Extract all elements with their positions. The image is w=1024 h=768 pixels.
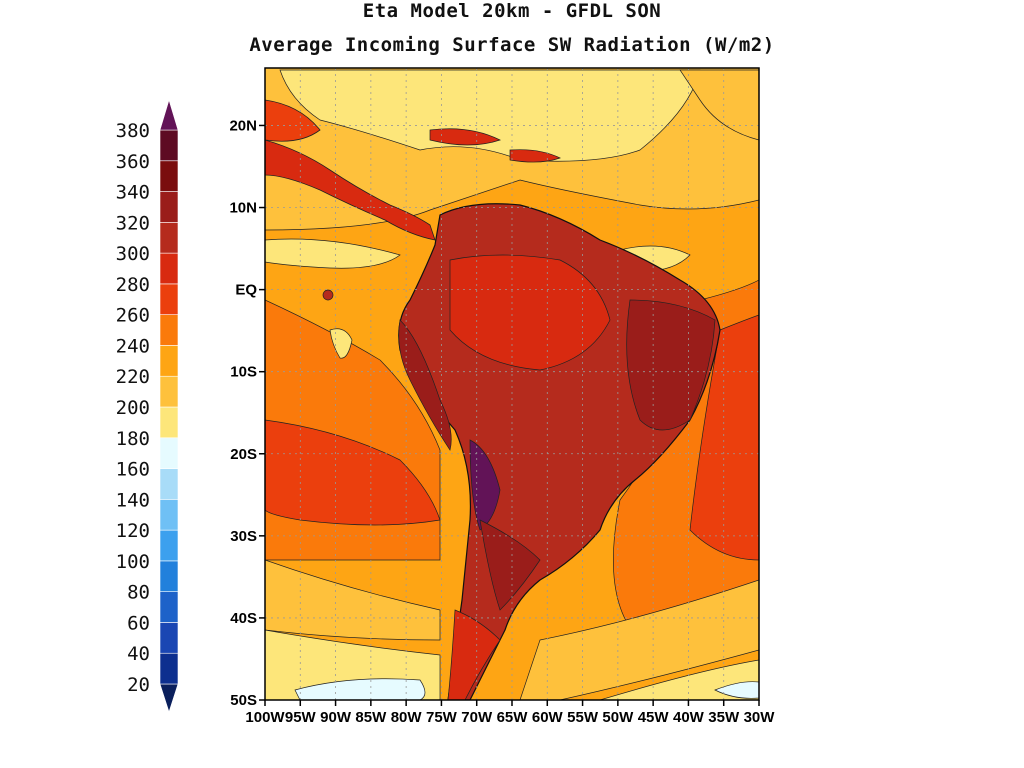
x-tick-label: 95W <box>285 709 317 726</box>
x-tick-label: 35W <box>708 709 740 726</box>
x-tick-label: 80W <box>391 709 423 726</box>
colorbar-segment <box>159 345 179 377</box>
x-tick-label: 30W <box>744 709 776 726</box>
colorbar-low-extension <box>159 683 179 713</box>
greater-antilles <box>429 128 501 146</box>
y-tick-label: EQ <box>235 282 257 299</box>
colorbar-label: 380 <box>116 120 150 142</box>
y-tick-label: 10S <box>230 364 257 381</box>
colorbar-segment <box>159 529 179 562</box>
x-tick-label: 100W <box>245 709 285 726</box>
colorbar-label: 260 <box>116 305 150 327</box>
colorbar-segment <box>159 652 179 685</box>
colorbar-segment <box>159 622 179 654</box>
x-tick-label: 70W <box>461 709 493 726</box>
x-axis: 100W 95W 90W 85W 80W 75W 70W 65W 60W 55W 50W 45W 40W… <box>245 700 775 726</box>
pacific-patch-200 <box>329 328 353 359</box>
colorbar-segment <box>159 468 179 500</box>
itcz-band-200 <box>265 238 401 269</box>
x-tick-label: 55W <box>567 709 599 726</box>
patagonia-280 <box>447 609 501 700</box>
gridlines <box>265 68 759 700</box>
south-pacific-220 <box>265 559 441 641</box>
colorbar-segment <box>159 591 179 623</box>
x-tick-label: 90W <box>320 709 352 726</box>
colorbar-label: 320 <box>116 212 150 234</box>
colorbar-label: 360 <box>116 151 150 173</box>
x-tick-label: 50W <box>602 709 634 726</box>
y-tick-label: 20S <box>230 446 257 463</box>
x-tick-label: 60W <box>532 709 564 726</box>
chart-title: Eta Model 20km - GFDL SON <box>362 0 662 22</box>
x-tick-label: 75W <box>426 709 458 726</box>
colorbar-label: 60 <box>127 612 150 634</box>
colorbar-segment <box>159 222 179 254</box>
colorbar-label: 80 <box>127 582 150 604</box>
se-pacific-260 <box>265 419 441 526</box>
colorbar-segment <box>159 560 179 592</box>
map-area <box>265 68 759 700</box>
colorbar-label: 20 <box>127 674 150 696</box>
colorbar-segment <box>159 191 179 223</box>
x-tick-label: 45W <box>638 709 670 726</box>
gulf-caribbean-200 <box>279 69 701 162</box>
y-tick-label: 50S <box>230 692 257 709</box>
colorbar-segment <box>159 160 179 192</box>
colorbar-label: 280 <box>116 274 150 296</box>
y-tick-label: 20N <box>229 117 257 134</box>
colorbar: 20 40 60 80 100 120 140 160 180 200 220 240 260 280 30… <box>116 98 179 713</box>
s-atlantic-220 <box>519 579 759 700</box>
colorbar-label: 340 <box>116 182 150 204</box>
colorbar-label: 160 <box>116 459 150 481</box>
mexico-south <box>265 99 321 142</box>
peru-coast-340 <box>398 319 452 451</box>
colorbar-label: 240 <box>116 335 150 357</box>
amazon-280 <box>449 254 611 371</box>
argentina-320 <box>479 519 541 611</box>
central-america <box>265 139 436 241</box>
colorbar-label: 100 <box>116 551 150 573</box>
ne-brazil-340 <box>626 299 716 431</box>
x-tick-label: 40W <box>673 709 705 726</box>
southern-ocean-180 <box>294 678 426 700</box>
colorbar-label: 200 <box>116 397 150 419</box>
x-tick-label: 85W <box>355 709 387 726</box>
colorbar-label: 220 <box>116 366 150 388</box>
colorbar-segment <box>159 129 179 162</box>
colorbar-segment <box>159 252 179 285</box>
colorbar-label: 120 <box>116 520 150 542</box>
y-tick-label: 10N <box>229 200 257 217</box>
colorbar-segment <box>159 283 179 315</box>
y-axis: 20N 10N EQ 10S 20S 30S 40S 50S <box>229 117 265 709</box>
colorbar-label: 300 <box>116 243 150 265</box>
galapagos <box>322 289 334 301</box>
colorbar-segment <box>159 406 179 439</box>
colorbar-segment <box>159 375 179 408</box>
colorbar-label: 180 <box>116 428 150 450</box>
colorbar-high-extension <box>159 98 179 131</box>
altiplano-380 <box>469 439 501 531</box>
x-tick-label: 65W <box>497 709 529 726</box>
s-atlantic-180 <box>714 681 759 699</box>
colorbar-segment <box>159 314 179 346</box>
y-tick-label: 40S <box>230 610 257 627</box>
colorbar-segment <box>159 499 179 531</box>
chart-subtitle: Average Incoming Surface SW Radiation (W… <box>249 34 775 56</box>
y-tick-label: 30S <box>230 528 257 545</box>
colorbar-label: 140 <box>116 489 150 511</box>
colorbar-segment <box>159 437 179 469</box>
s-atlantic-260 <box>689 314 759 561</box>
colorbar-label: 40 <box>127 643 150 665</box>
